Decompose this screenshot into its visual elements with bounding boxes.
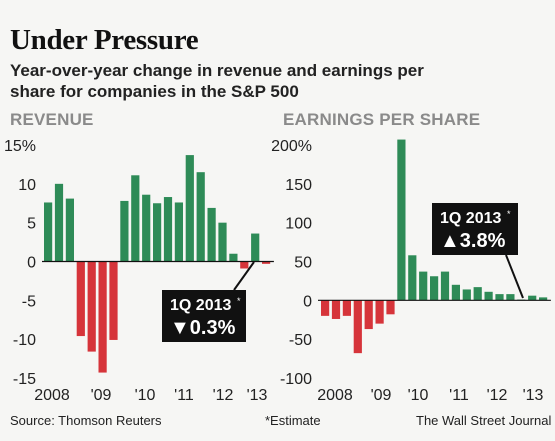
bar [321, 300, 330, 316]
callout-box [162, 290, 246, 342]
y-tick-label: 10 [18, 177, 36, 194]
bar [386, 300, 395, 315]
y-tick-label: -100 [280, 371, 312, 388]
y-tick-label: 50 [294, 255, 312, 272]
y-tick-label: -10 [13, 332, 36, 349]
bar [430, 276, 439, 301]
bar [218, 222, 227, 262]
x-tick-label: 2008 [317, 387, 353, 404]
bar [142, 194, 151, 262]
y-tick-label: 100 [285, 216, 312, 233]
bar [87, 261, 96, 352]
bar [342, 300, 351, 316]
bar [506, 294, 515, 301]
bar [153, 203, 162, 262]
bar [109, 261, 118, 340]
x-tick-label: '11 [449, 387, 469, 404]
x-tick-label: '13 [247, 387, 268, 404]
bar [65, 198, 74, 262]
x-tick-label: '09 [91, 387, 112, 404]
x-tick-label: '13 [523, 387, 544, 404]
y-tick-label: 15% [4, 138, 36, 155]
bar [353, 300, 362, 354]
bar [539, 297, 548, 301]
chart-subtitle: Year-over-year change in revenue and ear… [10, 61, 424, 101]
bar [364, 300, 373, 330]
x-tick-label: '09 [371, 387, 392, 404]
bar [462, 289, 471, 301]
bar [251, 233, 260, 262]
bar [495, 294, 504, 301]
callout-period-label: 1Q 2013 [170, 297, 231, 314]
bar [98, 261, 107, 373]
bar [375, 300, 384, 324]
callout-value: ▲3.8% [440, 230, 506, 252]
bar [408, 255, 417, 301]
callout-estimate-star: * [507, 209, 511, 219]
bar [76, 261, 85, 337]
revenue-panel-title: REVENUE [10, 110, 94, 129]
x-tick-label: 2008 [34, 387, 70, 404]
bar [262, 261, 271, 264]
bar [528, 295, 537, 301]
bar [397, 139, 406, 301]
bar [174, 202, 183, 262]
bar [207, 207, 216, 262]
bar [163, 197, 173, 262]
y-tick-label: 5 [27, 216, 36, 233]
x-tick-label: '10 [135, 387, 156, 404]
y-tick-label: 150 [285, 177, 312, 194]
callout-period-label: 1Q 2013 [440, 210, 501, 227]
bar [229, 253, 238, 262]
bar [484, 291, 493, 301]
y-tick-label: -50 [289, 332, 312, 349]
bar [451, 284, 460, 301]
bar [473, 287, 482, 301]
estimate-note: *Estimate [265, 413, 321, 428]
bar [440, 271, 450, 301]
callout-box [432, 203, 518, 255]
bar [131, 175, 140, 262]
callout-value: ▼0.3% [170, 317, 236, 339]
y-tick-label: 200% [271, 138, 312, 155]
bar [44, 202, 53, 262]
y-tick-label: -15 [13, 371, 36, 388]
x-tick-label: '10 [408, 387, 429, 404]
bar [419, 271, 428, 301]
y-tick-label: 0 [27, 255, 36, 272]
chart-title: Under Pressure [10, 24, 199, 56]
y-tick-label: -5 [22, 293, 36, 310]
bar [185, 155, 194, 262]
bar [331, 300, 341, 319]
bar [196, 172, 205, 262]
bar [54, 183, 64, 262]
callout-pointer [505, 254, 524, 299]
y-tick-label: 0 [303, 293, 312, 310]
source-note: Source: Thomson Reuters [10, 413, 162, 428]
x-tick-label: '12 [213, 387, 234, 404]
bar [240, 261, 249, 269]
bar [120, 200, 129, 262]
x-tick-label: '12 [487, 387, 508, 404]
callout-estimate-star: * [237, 296, 241, 306]
x-tick-label: '11 [174, 387, 194, 404]
publisher-credit: The Wall Street Journal [416, 413, 552, 428]
callout-pointer [233, 261, 255, 291]
eps-panel-title: EARNINGS PER SHARE [283, 110, 481, 129]
